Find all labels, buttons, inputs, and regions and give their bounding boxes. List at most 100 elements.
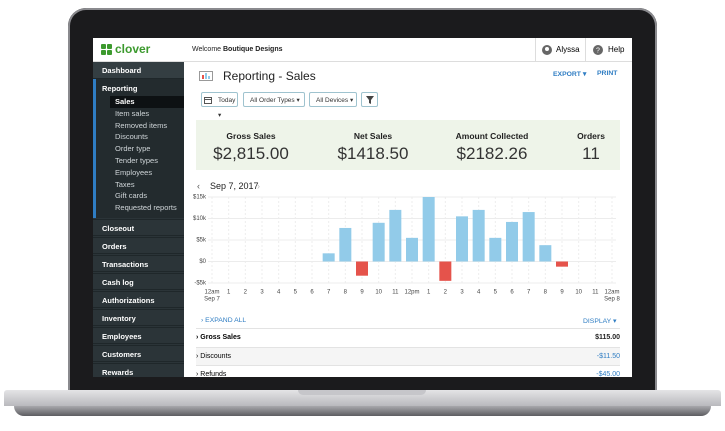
y-tick-label: -$5k bbox=[194, 281, 207, 287]
x-tick-label: 12am bbox=[604, 290, 619, 296]
x-tick-label: 9 bbox=[560, 290, 564, 296]
date: Sep 7, 2017 bbox=[210, 181, 259, 191]
x-tick-label: 5 bbox=[494, 290, 498, 296]
x-end-date: Sep 8 bbox=[604, 297, 620, 303]
x-tick-label: 12pm bbox=[404, 290, 419, 296]
nav-item[interactable]: Cash log bbox=[93, 273, 184, 290]
bar bbox=[389, 209, 402, 262]
nav-subitem[interactable]: Item sales bbox=[115, 108, 150, 118]
x-tick-label: 2 bbox=[244, 290, 248, 296]
summary-label: Orders bbox=[577, 131, 605, 141]
x-tick-label: 1 bbox=[227, 290, 231, 296]
top-bar: clover Welcome Boutique Designs Alyssa ?… bbox=[93, 38, 632, 62]
x-tick-label: 12am bbox=[204, 290, 219, 296]
x-tick-label: 11 bbox=[592, 290, 599, 296]
x-tick-label: 7 bbox=[327, 290, 331, 296]
bar bbox=[539, 245, 552, 262]
calendar-icon bbox=[204, 97, 212, 104]
next-date[interactable]: › bbox=[257, 181, 260, 191]
nav-subitem[interactable]: Removed items bbox=[115, 120, 168, 130]
table-row[interactable]: › Gross Sales $115.00 bbox=[196, 328, 620, 346]
nav-subitem-active[interactable]: Sales bbox=[110, 96, 184, 108]
expand-all[interactable]: › EXPAND ALL bbox=[201, 317, 247, 324]
filter-order-types[interactable]: All Order Types ▾ bbox=[243, 92, 305, 107]
svg-text:?: ? bbox=[596, 47, 600, 54]
row-label-text: Gross Sales bbox=[200, 334, 241, 341]
x-start-date: Sep 7 bbox=[204, 297, 220, 303]
row-label: › Discounts bbox=[196, 352, 232, 360]
y-tick-label: $15k bbox=[193, 195, 207, 201]
nav-item[interactable]: Customers bbox=[93, 345, 184, 362]
sidebar: Dashboard Reporting Sales Item sales Removed… bbox=[93, 62, 184, 377]
x-tick-label: 9 bbox=[360, 290, 364, 296]
x-tick-label: 4 bbox=[477, 290, 481, 296]
user-name: Alyssa bbox=[556, 45, 580, 54]
filter-today[interactable]: Today ▾ bbox=[201, 92, 238, 119]
nav-item[interactable]: Authorizations bbox=[93, 291, 184, 308]
screen: clover Welcome Boutique Designs Alyssa ?… bbox=[93, 38, 632, 377]
x-tick-label: 6 bbox=[310, 290, 314, 296]
nav-subitem[interactable]: Order type bbox=[115, 144, 151, 154]
help-button[interactable]: ? Help bbox=[585, 38, 632, 61]
bar bbox=[439, 261, 452, 281]
bar bbox=[489, 237, 502, 262]
x-tick-label: 10 bbox=[375, 290, 382, 296]
x-tick-label: 7 bbox=[527, 290, 531, 296]
bar bbox=[356, 261, 368, 276]
row-label: › Gross Sales bbox=[196, 334, 241, 341]
prev-date[interactable]: ‹ bbox=[197, 181, 200, 191]
nav-subitem[interactable]: Taxes bbox=[115, 179, 135, 189]
row-label-text: Discounts bbox=[200, 352, 232, 360]
logo-text[interactable]: clover bbox=[115, 42, 151, 56]
table-row[interactable]: › Discounts -$11.50 bbox=[196, 346, 620, 365]
row-value: -$11.50 bbox=[596, 352, 620, 360]
summary-box bbox=[196, 120, 620, 170]
report-icon bbox=[199, 71, 213, 81]
nav-item[interactable]: Employees bbox=[93, 327, 184, 344]
business-name: Boutique Designs bbox=[223, 46, 283, 53]
x-tick-label: 3 bbox=[460, 290, 464, 296]
print-button[interactable]: PRINT bbox=[597, 70, 618, 77]
bar bbox=[456, 216, 468, 262]
laptop-notch bbox=[298, 390, 426, 395]
nav-item[interactable]: Reporting bbox=[102, 84, 138, 93]
filter-devices[interactable]: All Devices ▾ bbox=[309, 92, 357, 107]
filter-icon bbox=[366, 96, 374, 104]
laptop-base-edge bbox=[14, 406, 711, 416]
bar bbox=[472, 209, 485, 262]
summary-label: Net Sales bbox=[353, 131, 393, 141]
nav-item[interactable]: Transactions bbox=[93, 255, 184, 272]
nav-item[interactable]: Orders bbox=[93, 237, 184, 254]
x-tick-label: 8 bbox=[344, 290, 348, 296]
nav-item[interactable]: Rewards bbox=[93, 363, 184, 377]
x-tick-label: 10 bbox=[575, 290, 582, 296]
row-value: -$45.00 bbox=[596, 371, 620, 377]
table-row[interactable]: › Refunds -$45.00 bbox=[196, 365, 620, 377]
x-tick-label: 3 bbox=[260, 290, 264, 296]
row-label-text: Refunds bbox=[200, 371, 227, 377]
export-button[interactable]: EXPORT ▾ bbox=[553, 71, 587, 78]
bar bbox=[422, 197, 435, 262]
display-button[interactable]: DISPLAY ▾ bbox=[583, 318, 617, 325]
x-tick-label: 8 bbox=[544, 290, 548, 296]
x-tick-label: 4 bbox=[277, 290, 281, 296]
logo-icon bbox=[101, 44, 112, 55]
nav-item[interactable]: Inventory bbox=[93, 309, 184, 326]
nav-subitem[interactable]: Employees bbox=[115, 167, 153, 177]
welcome: Welcome Boutique Designs bbox=[192, 46, 283, 53]
display-text: DISPLAY bbox=[583, 318, 612, 325]
row-value: $115.00 bbox=[595, 334, 620, 341]
summary-value: $1418.50 bbox=[337, 144, 409, 163]
nav-item[interactable]: Dashboard bbox=[93, 62, 184, 79]
nav-subitem[interactable]: Requested reports bbox=[115, 203, 177, 213]
nav-subitem[interactable]: Tender types bbox=[115, 156, 158, 165]
summary-value: $2182.26 bbox=[456, 144, 528, 163]
nav-subitem[interactable]: Discounts bbox=[115, 132, 148, 142]
filter-button[interactable] bbox=[361, 92, 378, 107]
x-tick-label: 11 bbox=[392, 290, 399, 296]
nav-subitem[interactable]: Gift cards bbox=[115, 191, 148, 201]
bar bbox=[506, 221, 518, 262]
nav-item[interactable]: Closeout bbox=[93, 219, 184, 236]
user-button[interactable]: Alyssa bbox=[535, 38, 585, 61]
